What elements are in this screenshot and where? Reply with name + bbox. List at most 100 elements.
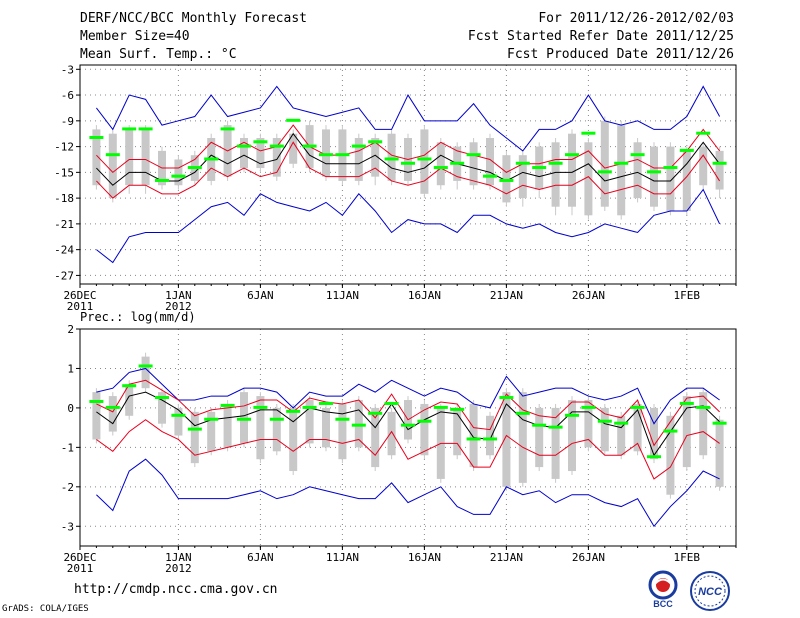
ensemble-box bbox=[354, 138, 363, 181]
x-tick-label: 6JAN bbox=[247, 551, 274, 564]
median-marker bbox=[433, 166, 448, 170]
fcst-produced-date: Fcst Produced Date 2011/12/26 bbox=[507, 47, 734, 62]
bcc-logo-ring-icon bbox=[648, 570, 678, 600]
y-tick-label: -15 bbox=[54, 166, 74, 179]
median-marker bbox=[220, 403, 235, 407]
median-marker bbox=[220, 127, 235, 131]
bcc-logo-text: BCC bbox=[653, 599, 673, 608]
ensemble-box bbox=[486, 138, 494, 186]
median-marker bbox=[647, 455, 661, 459]
y-tick-label: -21 bbox=[54, 218, 74, 231]
ensemble-box bbox=[207, 411, 216, 452]
ensemble-box bbox=[600, 407, 609, 452]
median-marker bbox=[138, 127, 153, 131]
median-marker bbox=[302, 144, 317, 148]
y-tick-label: -1 bbox=[61, 441, 74, 454]
source-url[interactable]: http://cmdp.ncc.cma.gov.cn bbox=[74, 582, 278, 597]
y-tick-label: 1 bbox=[67, 362, 74, 375]
median-marker bbox=[696, 131, 711, 135]
chart-title: DERF/NCC/BCC Monthly Forecast bbox=[80, 11, 307, 26]
ensemble-box bbox=[436, 142, 445, 186]
median-marker bbox=[679, 148, 694, 152]
std-upper-line bbox=[96, 379, 720, 447]
median-marker bbox=[466, 153, 481, 157]
ensemble-box bbox=[699, 392, 708, 456]
ensemble-box bbox=[420, 129, 429, 194]
median-marker bbox=[630, 153, 645, 157]
ensemble-box bbox=[568, 400, 576, 472]
ensemble-box bbox=[108, 396, 117, 432]
median-marker bbox=[335, 153, 350, 157]
x-tick-label: 16JAN bbox=[408, 551, 441, 564]
ensemble-mean-line bbox=[96, 391, 720, 457]
median-marker bbox=[515, 161, 530, 165]
median-marker bbox=[712, 161, 727, 165]
median-marker bbox=[105, 405, 120, 409]
y-tick-label: -24 bbox=[54, 244, 74, 257]
median-marker bbox=[630, 405, 645, 409]
std-upper-line bbox=[96, 124, 720, 174]
ensemble-box bbox=[108, 133, 117, 199]
bcc-logo-arc-icon bbox=[653, 578, 673, 586]
ensemble-box bbox=[682, 150, 691, 211]
y-tick-label: -9 bbox=[61, 115, 74, 128]
bcc-logo: BCC bbox=[640, 568, 686, 612]
ensemble-max-line bbox=[96, 367, 720, 425]
plot-frame bbox=[79, 64, 737, 285]
x-tick-label: 11JAN bbox=[326, 551, 359, 564]
median-marker bbox=[663, 429, 678, 433]
x-tick-year-label: 2012 bbox=[165, 300, 192, 313]
x-tick-label: 11JAN bbox=[326, 289, 359, 302]
ensemble-box bbox=[174, 407, 183, 436]
median-marker bbox=[679, 401, 694, 405]
std-lower-line bbox=[96, 419, 720, 480]
median-marker bbox=[532, 166, 547, 170]
median-marker bbox=[499, 178, 514, 182]
median-marker bbox=[253, 405, 268, 409]
ensemble-box bbox=[633, 403, 642, 452]
ncc-logo-text: NCC bbox=[698, 586, 723, 598]
ensemble-box bbox=[256, 138, 265, 169]
ensemble-box bbox=[322, 407, 330, 448]
median-marker bbox=[417, 419, 432, 423]
y-tick-label: -18 bbox=[54, 192, 74, 205]
ensemble-box bbox=[682, 396, 691, 468]
y-tick-label: 0 bbox=[67, 402, 74, 415]
ensemble-box bbox=[715, 150, 724, 190]
y-tick-label: -3 bbox=[61, 63, 74, 76]
ensemble-box bbox=[551, 142, 560, 207]
median-marker bbox=[171, 174, 186, 178]
median-marker bbox=[204, 157, 219, 161]
median-marker bbox=[122, 384, 137, 388]
median-marker bbox=[89, 136, 104, 139]
median-marker bbox=[597, 419, 612, 423]
median-marker bbox=[368, 411, 383, 415]
ensemble-box bbox=[469, 142, 478, 186]
x-tick-label: 21JAN bbox=[490, 289, 523, 302]
ensemble-box bbox=[486, 415, 494, 456]
median-marker bbox=[187, 166, 202, 170]
ensemble-box bbox=[502, 392, 511, 487]
ensemble-box bbox=[125, 384, 134, 416]
median-marker bbox=[269, 417, 284, 421]
median-marker bbox=[483, 437, 497, 441]
ensemble-box bbox=[158, 392, 166, 424]
median-marker bbox=[417, 157, 432, 161]
ensemble-box bbox=[256, 396, 265, 460]
median-marker bbox=[597, 170, 612, 174]
median-marker bbox=[319, 401, 333, 405]
ncc-logo-dots-icon bbox=[694, 575, 726, 607]
x-tick-label: 1JAN bbox=[165, 551, 192, 564]
ensemble-box bbox=[371, 138, 380, 177]
ensemble-box bbox=[387, 411, 396, 456]
ncc-logo-ring-icon bbox=[690, 571, 730, 611]
median-marker bbox=[351, 423, 366, 427]
median-marker bbox=[450, 161, 465, 165]
median-marker bbox=[122, 127, 137, 131]
x-tick-label: 26JAN bbox=[572, 551, 605, 564]
ensemble-box bbox=[240, 138, 248, 169]
median-marker bbox=[384, 157, 399, 161]
